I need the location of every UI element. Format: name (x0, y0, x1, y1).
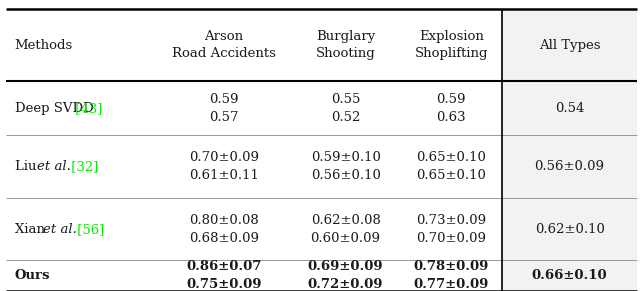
Text: 0.65±0.10
0.65±0.10: 0.65±0.10 0.65±0.10 (416, 151, 486, 182)
Text: 0.62±0.08
0.60±0.09: 0.62±0.08 0.60±0.09 (310, 214, 381, 245)
Text: et al.: et al. (43, 223, 77, 236)
Text: 0.73±0.09
0.70±0.09: 0.73±0.09 0.70±0.09 (416, 214, 486, 245)
Text: [56]: [56] (73, 223, 104, 236)
Text: Arson
Road Accidents: Arson Road Accidents (172, 30, 276, 60)
Text: [43]: [43] (70, 102, 102, 115)
Text: Liu: Liu (15, 160, 40, 173)
Text: Deep SVDD: Deep SVDD (15, 102, 98, 115)
Text: All Types: All Types (539, 39, 600, 52)
Text: 0.62±0.10: 0.62±0.10 (534, 223, 605, 236)
Text: 0.56±0.09: 0.56±0.09 (534, 160, 605, 173)
Text: Xian: Xian (15, 223, 49, 236)
Text: 0.70±0.09
0.61±0.11: 0.70±0.09 0.61±0.11 (189, 151, 259, 182)
Text: 0.59
0.57: 0.59 0.57 (209, 93, 239, 124)
Text: 0.69±0.09
0.72±0.09: 0.69±0.09 0.72±0.09 (308, 260, 383, 291)
Text: Burglary
Shooting: Burglary Shooting (316, 30, 376, 60)
Text: Explosion
Shoplifting: Explosion Shoplifting (415, 30, 488, 60)
Text: 0.66±0.10: 0.66±0.10 (532, 269, 607, 282)
Text: [32]: [32] (67, 160, 99, 173)
Text: Ours: Ours (15, 269, 50, 282)
Text: 0.59
0.63: 0.59 0.63 (436, 93, 466, 124)
Text: 0.78±0.09
0.77±0.09: 0.78±0.09 0.77±0.09 (413, 260, 489, 291)
Bar (502, 9, 637, 291)
Text: 0.80±0.08
0.68±0.09: 0.80±0.08 0.68±0.09 (189, 214, 259, 245)
Text: Methods: Methods (14, 39, 72, 52)
Text: 0.55
0.52: 0.55 0.52 (331, 93, 360, 124)
Text: et al.: et al. (37, 160, 71, 173)
Text: 0.54: 0.54 (555, 102, 584, 115)
Text: 0.59±0.10
0.56±0.10: 0.59±0.10 0.56±0.10 (310, 151, 381, 182)
Text: 0.86±0.07
0.75±0.09: 0.86±0.07 0.75±0.09 (186, 260, 262, 291)
